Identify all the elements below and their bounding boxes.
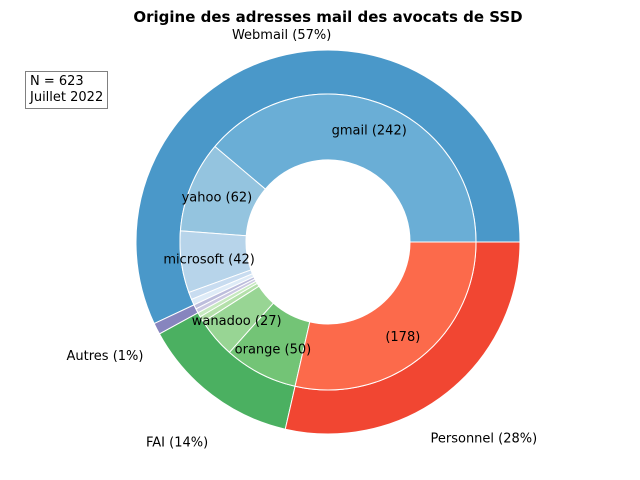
inner-label-microsoft: microsoft (42) <box>163 252 254 267</box>
outer-label-autres: Autres (1%) <box>67 349 144 364</box>
inner-label-wanadoo: wanadoo (27) <box>192 314 282 329</box>
inner-label-gmail: gmail (242) <box>332 123 407 138</box>
outer-label-fai: FAI (14%) <box>146 435 208 450</box>
inner-ring <box>179 93 477 391</box>
sample-size-text: N = 623 <box>30 74 84 89</box>
inner-slice-11-wedge <box>294 241 477 391</box>
slice-labels: Webmail (57%) Autres (1%) FAI (14%) Personn… <box>67 28 538 450</box>
inner-label-slice-11: (178) <box>385 330 420 345</box>
inner-label-yahoo: yahoo (62) <box>182 191 253 206</box>
inner-gmail-wedge <box>214 93 477 243</box>
outer-ring <box>135 49 521 435</box>
inner-label-orange: orange (50) <box>235 343 312 358</box>
chart-title: Origine des adresses mail des avocats de… <box>133 8 522 26</box>
outer-label-personnel: Personnel (28%) <box>431 431 538 446</box>
outer-label-webmail: Webmail (57%) <box>232 28 331 43</box>
sample-date-text: Juillet 2022 <box>30 90 104 105</box>
sample-note-box: N = 623 Juillet 2022 <box>25 71 109 109</box>
